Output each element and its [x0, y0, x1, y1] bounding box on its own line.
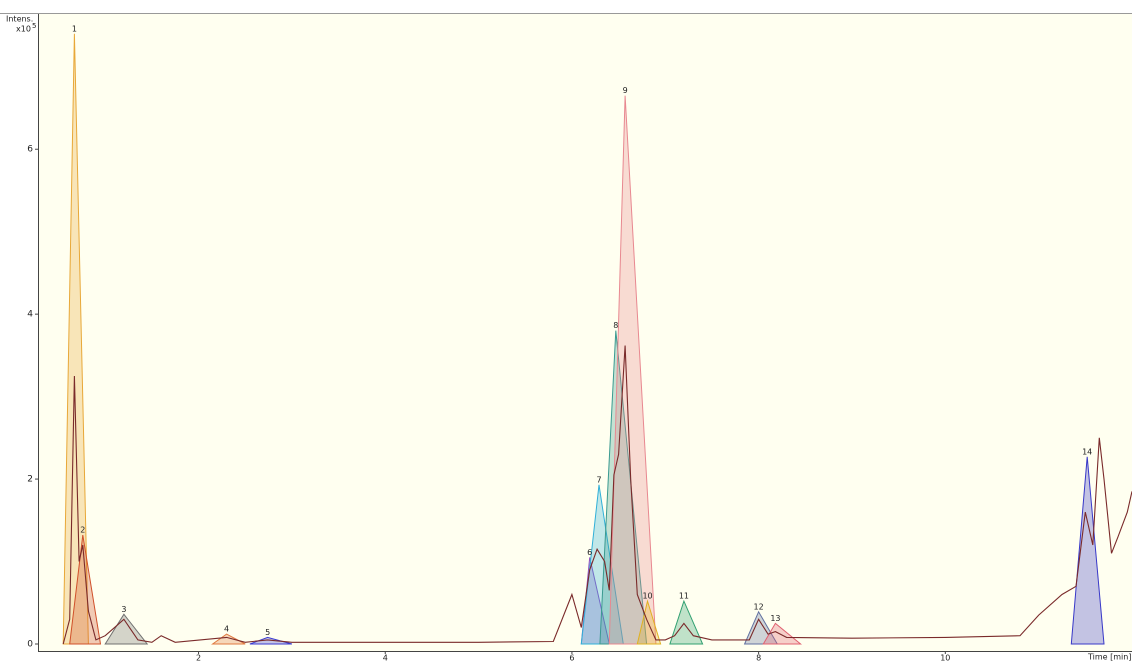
x-tick-label: 2: [196, 654, 201, 661]
peak-label: 11: [679, 592, 689, 601]
peak-label: 5: [265, 628, 270, 637]
peak-label: 3: [121, 605, 126, 614]
trace-line: [62, 345, 1132, 645]
y-axis-label: Intens.: [6, 15, 33, 24]
peak-label: 4: [224, 625, 229, 634]
peak-label: 12: [754, 602, 764, 611]
peak: [743, 610, 779, 645]
x-tick-label: 8: [756, 654, 761, 661]
peak: [1070, 456, 1105, 645]
y-tick-label: 6: [27, 145, 33, 155]
x-tick-label: 4: [383, 654, 388, 661]
peak-label: 7: [596, 475, 601, 484]
peak: [608, 95, 657, 645]
peak-label: 8: [613, 321, 618, 330]
peak-label: 9: [623, 86, 628, 95]
peak: [104, 613, 149, 645]
y-scale: x10: [16, 25, 31, 34]
y-tick-label: 4: [27, 310, 33, 320]
peak: [669, 599, 704, 645]
peak-label: 2: [80, 526, 85, 535]
y-scale-exponent: 5: [32, 22, 36, 30]
peak: [69, 535, 102, 645]
x-tick-label: 10: [940, 654, 950, 661]
peak-label: 14: [1082, 447, 1092, 456]
peak: [211, 633, 246, 645]
plot-area: [38, 14, 1132, 651]
peak-label: 10: [642, 592, 652, 601]
peak-label: 13: [770, 614, 780, 623]
x-tick-label: 6: [569, 654, 574, 661]
y-tick-label: 2: [27, 475, 33, 485]
y-tick-label: 0: [27, 639, 33, 649]
x-axis-label: Time [min]: [1087, 653, 1131, 661]
peak: [636, 599, 662, 645]
peak-label: 1: [72, 24, 77, 33]
peak-label: 6: [587, 548, 592, 557]
